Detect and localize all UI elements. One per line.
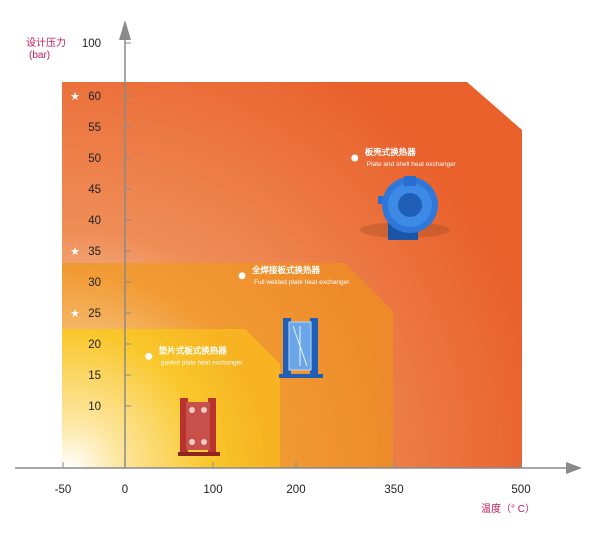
axes (15, 20, 582, 474)
y-tick-label: 15 (88, 370, 101, 382)
y-tick-label: 45 (88, 184, 101, 196)
y-tick-label: 60 (88, 91, 101, 103)
region-name-cn: 垫片式板式换热器 (159, 345, 228, 355)
y-tick-label: 40 (88, 215, 101, 227)
plate-shell-exchanger-illustration (360, 176, 450, 240)
region-name-en: gasket plate heat exchanger (161, 359, 244, 366)
y-tick-label: 20 (88, 339, 101, 351)
y-tick-label: 25 (88, 308, 101, 320)
region-gasket (62, 329, 280, 468)
y-tick-label: 30 (88, 277, 101, 289)
x-axis-arrow (566, 462, 582, 474)
x-tick-label: 200 (286, 484, 305, 496)
gasket-exchanger-illustration (178, 398, 220, 456)
y-tick-label: 50 (88, 153, 101, 165)
x-tick-label: -50 (55, 484, 72, 496)
x-tick-label: 500 (511, 484, 530, 496)
region-label-dot (145, 352, 153, 360)
x-axis-label: 温度（° C） (481, 502, 535, 515)
region-label-dot (351, 154, 359, 162)
y-axis-unit: (bar) (29, 50, 50, 61)
x-tick-label: 350 (384, 484, 403, 496)
star-icon: ★ (70, 246, 80, 258)
star-icon: ★ (70, 308, 80, 320)
y-axis-arrow (119, 20, 131, 40)
region-name-en: Full welded plate heat exchanger (254, 279, 350, 286)
y-tick-label: 10 (88, 401, 101, 413)
full-welded-exchanger-illustration (279, 318, 323, 378)
y-tick-label: 100 (82, 38, 101, 50)
region-name-en: Plate and shell heat exchanger (367, 161, 457, 168)
star-icon: ★ (70, 91, 80, 103)
y-axis-label: 设计压力 (26, 36, 66, 49)
y-tick-label: 35 (88, 246, 101, 258)
x-tick-label: 100 (203, 484, 222, 496)
region-name-cn: 板壳式换热器 (365, 147, 417, 157)
region-label-dot (238, 272, 246, 280)
x-tick-label: 0 (122, 484, 128, 496)
y-tick-label: 55 (88, 122, 101, 134)
region-name-cn: 全焊接板式换热器 (251, 265, 321, 275)
